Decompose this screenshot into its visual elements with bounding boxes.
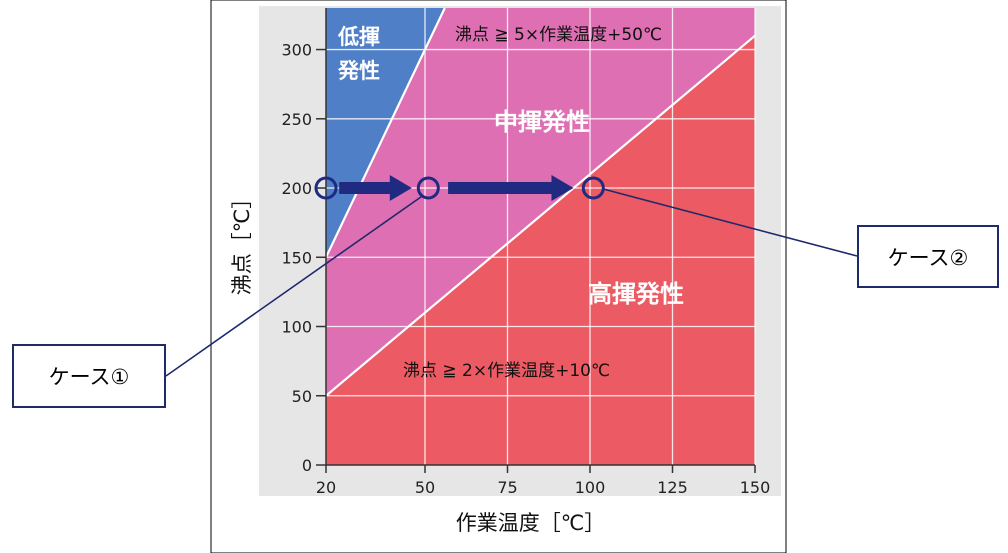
arrow-1 (339, 175, 412, 202)
y-tick-label: 200 (281, 179, 312, 198)
axes-layer: 0 50 100 150 200 250 300 20 50 75 100 125 150 (281, 8, 770, 497)
leader-line-case-2 (603, 188, 858, 257)
region-label-low: 低揮 (337, 25, 380, 49)
x-tick-label: 100 (575, 478, 606, 497)
x-tick-label: 150 (740, 478, 771, 497)
grid-layer (326, 8, 756, 465)
x-tick-label: 75 (497, 478, 517, 497)
region-label-high: 高揮発性 (588, 280, 684, 308)
y-tick-label: 150 (281, 248, 312, 267)
y-tick-label: 0 (302, 456, 312, 475)
equation-label-low: 沸点 ≧ 2×作業温度+10℃ (403, 361, 610, 381)
x-tick-label: 50 (415, 478, 435, 497)
region-label-low: 発性 (337, 59, 380, 83)
boundary-line-low (325, 34, 756, 397)
region-layer (326, 8, 755, 466)
region-high-volatility (326, 35, 755, 466)
y-tick-label: 250 (281, 110, 312, 129)
region-label-mid: 中揮発性 (494, 108, 590, 136)
arrow-2 (448, 175, 574, 202)
leader-lines (165, 188, 858, 377)
boundary-lines (325, 7, 756, 397)
boundary-line-high (325, 7, 446, 258)
case-marker-2 (416, 176, 440, 200)
case-marker-3 (581, 176, 605, 200)
x-axis-label: 作業温度［℃］ (456, 511, 606, 535)
marker-layer (314, 175, 605, 202)
y-tick-label: 100 (281, 318, 312, 337)
y-tick-label: 50 (292, 387, 312, 406)
equation-label-high: 沸点 ≧ 5×作業温度+50℃ (455, 25, 662, 45)
y-axis-label: 沸点［℃］ (230, 188, 254, 296)
leader-line-case-1 (165, 195, 423, 377)
y-tick-label: 300 (281, 41, 312, 60)
region-mid-volatility (326, 8, 755, 396)
x-tick-label: 20 (316, 478, 336, 497)
case-marker-1 (314, 176, 338, 200)
x-tick-label: 125 (657, 478, 688, 497)
callout-case-2: ケース② (857, 225, 999, 288)
callout-case-1: ケース① (12, 344, 166, 408)
